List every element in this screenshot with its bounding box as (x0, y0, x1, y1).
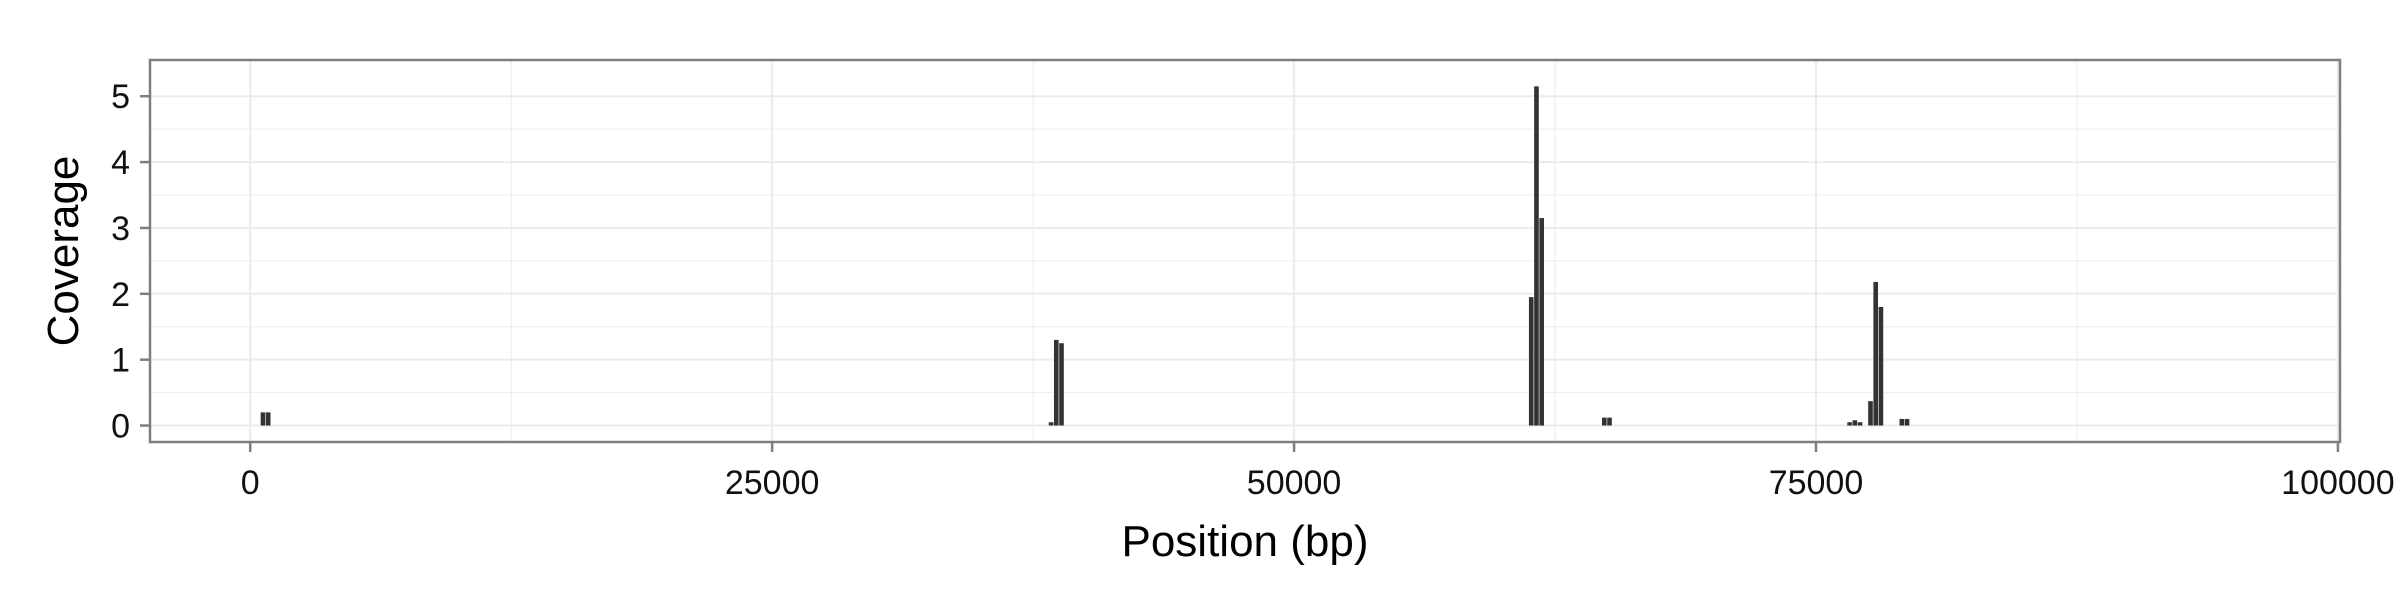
coverage-bar (1868, 401, 1873, 426)
x-tick-label: 100000 (2281, 464, 2394, 502)
y-tick-label: 3 (111, 210, 130, 248)
y-tick-label: 0 (111, 408, 130, 446)
y-tick-label: 4 (111, 144, 130, 182)
coverage-bar (1899, 418, 1905, 426)
coverage-bar (1539, 218, 1544, 426)
y-axis: 0 1 2 3 4 5 (111, 78, 150, 446)
coverage-bar (1878, 306, 1884, 426)
plot-border (148, 58, 2342, 444)
coverage-bar (1534, 86, 1539, 426)
y-axis-title: Coverage (39, 156, 88, 347)
coverage-bar (1048, 422, 1054, 426)
minor-gridlines (150, 60, 2340, 442)
coverage-bar (1904, 418, 1910, 426)
coverage-bar (1873, 281, 1879, 426)
coverage-bar (1857, 422, 1863, 426)
x-tick-label: 25000 (725, 464, 820, 502)
x-tick-label: 0 (241, 464, 260, 502)
plot-panel (150, 60, 2340, 442)
coverage-bar (1059, 343, 1064, 426)
major-gridlines (150, 60, 2340, 442)
coverage-bar (260, 412, 266, 426)
coverage-bar (1601, 417, 1607, 426)
y-tick-label: 2 (111, 276, 130, 314)
coverage-bar (265, 412, 271, 426)
x-axis-title: Position (bp) (1121, 517, 1368, 566)
y-tick-label: 1 (111, 342, 130, 380)
x-axis: 0 25000 50000 75000 100000 (241, 442, 2395, 502)
coverage-bar (1852, 420, 1858, 426)
coverage-bar (1528, 297, 1534, 426)
coverage-bar (1607, 417, 1612, 426)
coverage-bar (1053, 339, 1059, 426)
y-tick-label: 5 (111, 78, 130, 116)
x-tick-label: 50000 (1247, 464, 1342, 502)
coverage-bar (1847, 422, 1852, 426)
coverage-bars (260, 86, 1910, 426)
x-tick-label: 75000 (1769, 464, 1864, 502)
